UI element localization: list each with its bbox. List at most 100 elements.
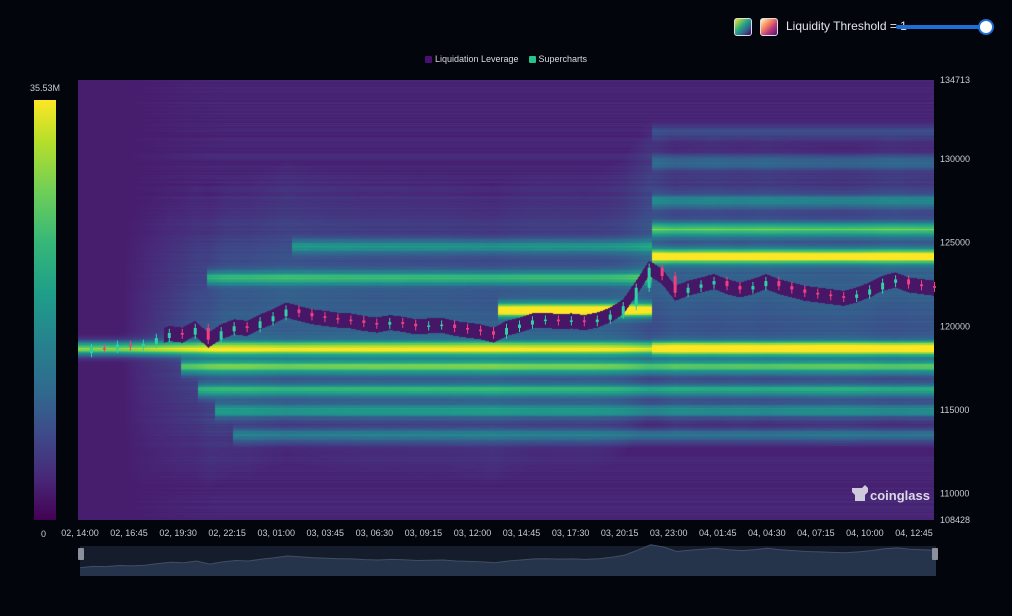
candle-body	[505, 327, 508, 335]
liquidation-heatmap[interactable]	[78, 80, 934, 520]
candle-body	[128, 344, 132, 347]
candle-body	[375, 322, 379, 325]
x-tick-label: 04, 01:45	[699, 528, 737, 538]
y-tick-label: 134713	[940, 75, 970, 85]
legend-item-supercharts[interactable]: Supercharts	[528, 54, 588, 64]
candle-body	[920, 284, 924, 287]
candle-body	[673, 276, 677, 293]
candle-body	[427, 325, 431, 327]
candle-body	[336, 317, 340, 320]
candle-body	[686, 287, 690, 293]
x-tick-label: 03, 23:00	[650, 528, 688, 538]
x-tick-label: 03, 17:30	[552, 528, 590, 538]
legend-swatch-liquidation-leverage	[424, 55, 432, 63]
x-tick-label: 02, 16:45	[110, 528, 148, 538]
navigator-line	[80, 544, 936, 569]
candle-body	[414, 323, 418, 327]
candle-body	[621, 306, 625, 315]
candle-body	[660, 267, 664, 277]
candle-body	[258, 321, 262, 328]
candle-body	[362, 320, 366, 323]
candle-body	[245, 326, 249, 328]
candle-body	[206, 327, 210, 340]
candle-body	[738, 286, 742, 290]
x-tick-label: 04, 12:45	[895, 528, 933, 538]
x-tick-label: 03, 20:15	[601, 528, 639, 538]
x-tick-label: 03, 12:00	[454, 528, 492, 538]
candle-body	[530, 320, 534, 325]
candle-body	[193, 327, 197, 335]
candle-body	[167, 332, 171, 339]
candle-body	[712, 281, 716, 285]
candle-body	[634, 287, 638, 307]
candle-body	[608, 314, 612, 320]
magma-palette-icon[interactable]	[760, 18, 778, 36]
candle-body	[115, 344, 119, 349]
colorbar-max-label: 35.53M	[30, 83, 61, 93]
navigator-area	[80, 544, 936, 576]
viridis-palette-icon[interactable]	[734, 18, 752, 36]
y-tick-label: 125000	[940, 238, 970, 248]
candle-body	[284, 309, 288, 317]
candle-body	[582, 320, 586, 323]
y-tick-label: 115000	[940, 405, 969, 415]
candle-body	[569, 320, 573, 322]
candle-body	[349, 319, 353, 322]
legend-label-supercharts: Supercharts	[538, 54, 588, 64]
x-tick-label: 03, 09:15	[405, 528, 443, 538]
candle-body	[323, 316, 327, 318]
candle-body	[881, 282, 885, 290]
y-tick-label: 110000	[940, 489, 969, 499]
y-tick-label: 120000	[940, 321, 970, 331]
color-scale-bar	[34, 100, 56, 520]
x-tick-label: 04, 07:15	[797, 528, 835, 538]
navigator-left-handle[interactable]	[78, 548, 84, 560]
x-tick-label: 02, 14:00	[61, 528, 99, 538]
x-tick-label: 04, 10:00	[846, 528, 884, 538]
y-tick-label: 130000	[940, 154, 970, 164]
x-tick-label: 03, 03:45	[307, 528, 345, 538]
candle-body	[453, 324, 457, 328]
candle-body	[829, 294, 833, 297]
candle-body	[933, 286, 936, 288]
candle-body	[842, 296, 846, 298]
legend-item-liquidation-leverage[interactable]: Liquidation Leverage	[424, 54, 519, 64]
x-tick-label: 02, 19:30	[159, 528, 197, 538]
liquidity-threshold-slider[interactable]	[896, 25, 986, 29]
navigator-right-handle[interactable]	[932, 548, 938, 560]
candle-body	[440, 324, 444, 327]
liquidity-threshold-slider-thumb[interactable]	[978, 19, 994, 35]
candle-body	[310, 312, 314, 317]
x-tick-label: 03, 14:45	[503, 528, 541, 538]
candle-body	[751, 286, 755, 290]
legend-label-liquidation-leverage: Liquidation Leverage	[434, 54, 519, 64]
candle-body	[388, 322, 392, 325]
candle-body	[855, 294, 859, 298]
y-tick-label: 108428	[940, 515, 970, 525]
candle-body	[517, 324, 521, 328]
candle-body	[154, 338, 158, 344]
candle-body	[543, 319, 547, 322]
candle-body	[868, 289, 872, 295]
coinglass-logo-icon: coinglass	[852, 485, 930, 503]
watermark-text: coinglass	[870, 488, 930, 503]
candle-body	[219, 331, 223, 340]
candle-body	[297, 309, 301, 313]
x-tick-label: 03, 01:00	[257, 528, 295, 538]
candle-body	[492, 331, 496, 335]
x-tick-label: 02, 22:15	[208, 528, 246, 538]
colorbar-min-label: 0	[41, 529, 47, 539]
candle-body	[647, 267, 651, 288]
candle-body	[777, 281, 781, 287]
candle-body	[699, 284, 703, 288]
liquidity-threshold-label: Liquidity Threshold = 1	[786, 19, 907, 33]
candle-body	[102, 348, 106, 350]
candle-body	[907, 279, 911, 285]
x-tick-label: 04, 04:30	[748, 528, 786, 538]
candle-body	[401, 322, 405, 324]
legend-swatch-supercharts	[528, 55, 536, 63]
candle-body	[764, 281, 768, 287]
candle-body	[790, 286, 794, 290]
x-tick-label: 03, 06:30	[356, 528, 394, 538]
candle-body	[725, 281, 729, 287]
